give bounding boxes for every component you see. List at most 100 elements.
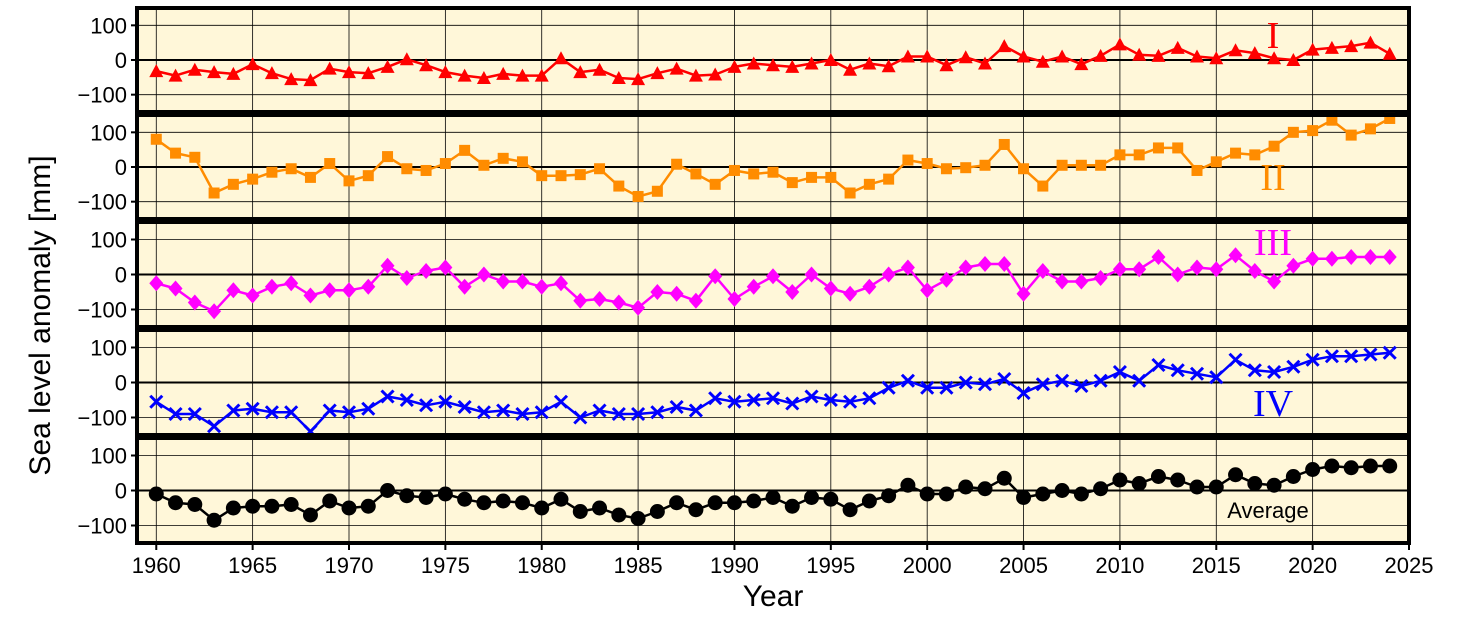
data-point — [1267, 364, 1282, 380]
data-point — [362, 170, 374, 182]
data-point — [1267, 51, 1282, 65]
chart-panels: 100 0 −100 I 100 0 −100 II 100 0 −100 III 100 0 −100 IV… — [77, 6, 1411, 545]
data-point — [1247, 46, 1262, 60]
data-point — [1054, 483, 1070, 498]
series-label-iv: IV — [1253, 383, 1294, 425]
data-point — [650, 66, 665, 80]
panel-frame — [135, 113, 1411, 221]
data-point — [1093, 270, 1108, 286]
panel-iii: 100 0 −100 III — [77, 220, 1411, 329]
data-point — [1382, 345, 1397, 360]
data-point — [1363, 249, 1378, 265]
data-point — [823, 53, 838, 66]
data-point — [497, 152, 509, 164]
data-point — [785, 59, 800, 73]
data-point — [322, 282, 337, 299]
y-tick-label: −100 — [77, 406, 127, 431]
data-point — [958, 50, 973, 64]
data-point — [746, 493, 762, 509]
data-point — [727, 394, 742, 409]
data-point — [1384, 112, 1396, 124]
data-point — [534, 278, 549, 295]
panel-iv: 100 0 −100 IV — [77, 328, 1411, 439]
data-point — [1189, 366, 1205, 381]
data-point — [921, 158, 933, 170]
data-point — [476, 405, 491, 420]
data-point — [651, 185, 663, 197]
data-point — [1268, 140, 1280, 152]
data-point — [1170, 472, 1186, 488]
data-point — [1209, 261, 1224, 278]
data-point — [438, 259, 453, 276]
data-point — [1170, 40, 1185, 54]
data-point — [1267, 273, 1282, 290]
data-point — [341, 405, 357, 420]
data-point — [1324, 458, 1340, 474]
data-point — [496, 66, 511, 80]
x-tick-label: 2020 — [1288, 553, 1337, 578]
data-point — [592, 62, 607, 76]
data-point — [206, 512, 222, 528]
data-point — [1344, 39, 1359, 53]
data-point — [669, 61, 684, 75]
y-tick-label: 0 — [115, 263, 127, 288]
y-tick-label: −100 — [77, 298, 127, 323]
data-point — [688, 292, 703, 309]
data-point — [168, 406, 183, 422]
data-point — [1324, 349, 1339, 364]
data-point — [245, 287, 260, 304]
data-point — [688, 68, 703, 82]
data-point — [1305, 352, 1320, 367]
data-point — [341, 500, 357, 516]
data-point — [881, 488, 897, 504]
data-point — [1190, 259, 1204, 276]
data-point — [1345, 129, 1357, 141]
data-point — [1326, 114, 1338, 126]
data-point — [1247, 476, 1263, 491]
data-point — [939, 380, 954, 395]
data-point — [996, 470, 1012, 486]
data-point — [631, 406, 646, 422]
data-point — [573, 65, 588, 79]
data-point — [862, 391, 877, 406]
data-point — [1016, 490, 1032, 505]
x-tick-label: 1970 — [325, 553, 374, 578]
data-point — [572, 504, 588, 519]
data-point — [998, 138, 1010, 150]
data-point — [1151, 357, 1166, 373]
data-point — [1382, 249, 1397, 265]
data-point — [324, 158, 336, 170]
data-point — [515, 406, 530, 422]
data-point — [226, 66, 241, 80]
data-point — [1093, 373, 1108, 388]
data-point — [361, 278, 376, 295]
data-point — [1247, 263, 1262, 279]
data-point — [245, 401, 260, 416]
data-point — [457, 491, 473, 507]
data-point — [1073, 486, 1089, 502]
data-point — [902, 154, 914, 166]
y-tick-label: −100 — [77, 83, 127, 108]
data-point — [1363, 347, 1378, 362]
data-point — [671, 158, 683, 170]
data-point — [1324, 250, 1339, 267]
data-point — [1190, 49, 1204, 63]
data-point — [380, 257, 395, 274]
data-point — [709, 178, 721, 190]
data-point — [574, 169, 586, 181]
y-axis-title: Sea level anomaly [mm] — [24, 155, 57, 475]
data-point — [150, 133, 162, 145]
data-point — [649, 504, 665, 519]
data-point — [1131, 476, 1147, 491]
data-point — [997, 371, 1012, 387]
data-point — [746, 278, 761, 295]
data-point — [1055, 49, 1070, 63]
data-point — [515, 273, 530, 290]
data-point — [1228, 43, 1243, 57]
data-point — [1095, 159, 1107, 171]
data-point — [1151, 48, 1166, 62]
data-point — [727, 59, 742, 73]
data-point — [1209, 51, 1224, 65]
data-point — [1151, 249, 1166, 265]
data-point — [149, 275, 164, 292]
